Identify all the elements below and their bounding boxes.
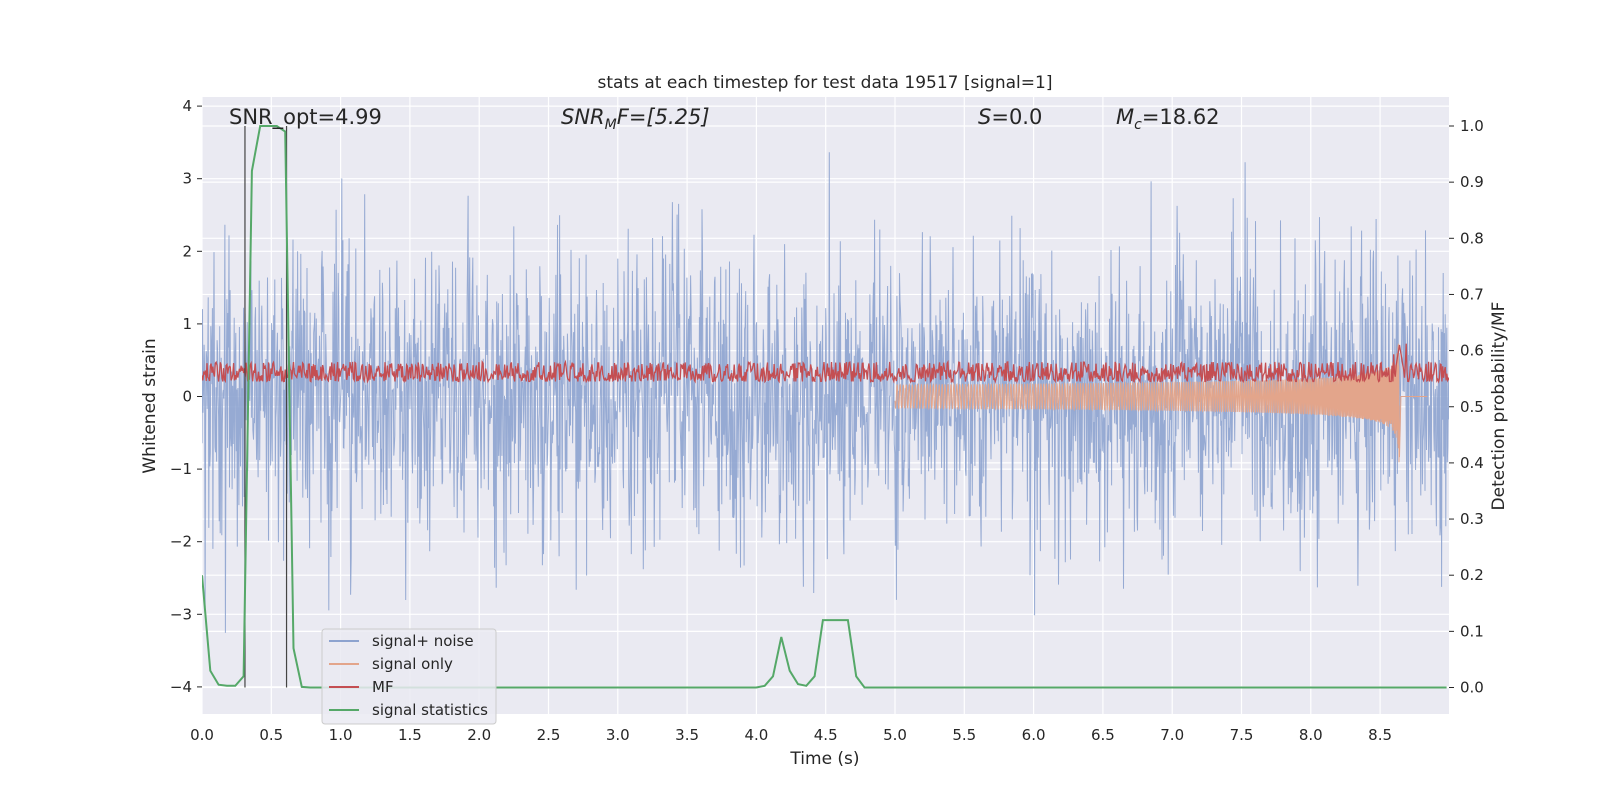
x-tick-label: 4.5 (814, 726, 838, 744)
x-axis-label: Time (s) (789, 749, 859, 769)
y-axis-ticks: 4 3 2 1 0 −1 −2 −3 −4 (170, 97, 202, 696)
y-right-axis-ticks: 1.0 0.9 0.8 0.7 0.6 0.5 0.4 0.3 0.2 0.1 0.0 (1449, 117, 1484, 697)
legend-label-signal-statistics: signal statistics (372, 701, 488, 719)
y-tick-label: 3 (182, 170, 192, 188)
signal-statistics-series (202, 125, 1447, 689)
x-tick-label: 1.5 (398, 726, 422, 744)
legend-box (321, 628, 497, 725)
x-tick-label: 6.0 (1022, 726, 1046, 744)
y-right-tick-label: 1.0 (1460, 117, 1484, 135)
x-tick-label: 7.5 (1230, 726, 1254, 744)
x-tick-label: 8.5 (1368, 726, 1392, 744)
y-right-tick-label: 0.2 (1460, 566, 1484, 584)
signal-only-series (894, 343, 1428, 463)
x-tick-label: 2.0 (467, 726, 491, 744)
x-tick-label: 5.0 (883, 726, 907, 744)
x-axis-ticks: 0.0 0.5 1.0 1.5 2.0 2.5 3.0 3.5 4.0 4.5 5.0 5.5 6.0 6… (190, 726, 1392, 744)
mf-line (202, 343, 1449, 384)
y-right-tick-label: 0.6 (1460, 342, 1484, 360)
x-tick-label: 5.5 (952, 726, 976, 744)
y-right-tick-label: 0.1 (1460, 622, 1484, 640)
annotation-snr-opt: SNR_opt=4.99 (229, 105, 382, 130)
mf-series (202, 343, 1449, 384)
y-tick-label: −4 (170, 678, 192, 696)
chart-title: stats at each timestep for test data 195… (598, 73, 1053, 93)
legend-label-mf: MF (372, 678, 394, 696)
x-tick-label: 4.0 (744, 726, 768, 744)
x-tick-label: 6.5 (1091, 726, 1115, 744)
annotation-mc: Mc=18.62 (1116, 105, 1220, 133)
annotation-snr-mf: SNRMF=[5.25] (561, 105, 710, 133)
signal-statistics-line (202, 125, 1447, 689)
legend-label-signal-noise: signal+ noise (372, 632, 474, 650)
y-tick-label: −2 (170, 533, 192, 551)
y-right-tick-label: 0.4 (1460, 454, 1484, 472)
y-axis-label: Whitened strain (140, 338, 160, 473)
legend: signal+ noise signal only MF signal stat… (321, 628, 497, 725)
y-right-tick-label: 0.0 (1460, 679, 1484, 697)
y-right-tick-label: 0.7 (1460, 285, 1484, 303)
x-tick-label: 8.0 (1299, 726, 1323, 744)
x-tick-label: 3.5 (675, 726, 699, 744)
legend-label-signal-only: signal only (372, 655, 453, 673)
signal-noise-series (202, 152, 1449, 633)
y-tick-label: 1 (182, 315, 192, 333)
x-tick-label: 2.5 (537, 726, 561, 744)
y-right-tick-label: 0.8 (1460, 229, 1484, 247)
annotation-s: S=0.0 (978, 105, 1042, 129)
y-right-tick-label: 0.3 (1460, 510, 1484, 528)
y-right-tick-label: 0.9 (1460, 173, 1484, 191)
x-tick-label: 3.0 (606, 726, 630, 744)
y-right-tick-label: 0.5 (1460, 398, 1484, 416)
y-tick-label: −3 (170, 605, 192, 623)
x-tick-label: 0.0 (190, 726, 214, 744)
signal-noise-line (202, 152, 1449, 633)
y-right-axis-label: Detection probability/MF (1489, 302, 1509, 511)
y-tick-label: 4 (182, 97, 192, 115)
signal-only-line (894, 343, 1428, 463)
x-tick-label: 0.5 (259, 726, 283, 744)
y-tick-label: 0 (182, 388, 192, 406)
y-tick-label: −1 (170, 460, 192, 478)
x-tick-label: 7.0 (1160, 726, 1184, 744)
x-tick-label: 1.0 (329, 726, 353, 744)
y-tick-label: 2 (182, 242, 192, 260)
